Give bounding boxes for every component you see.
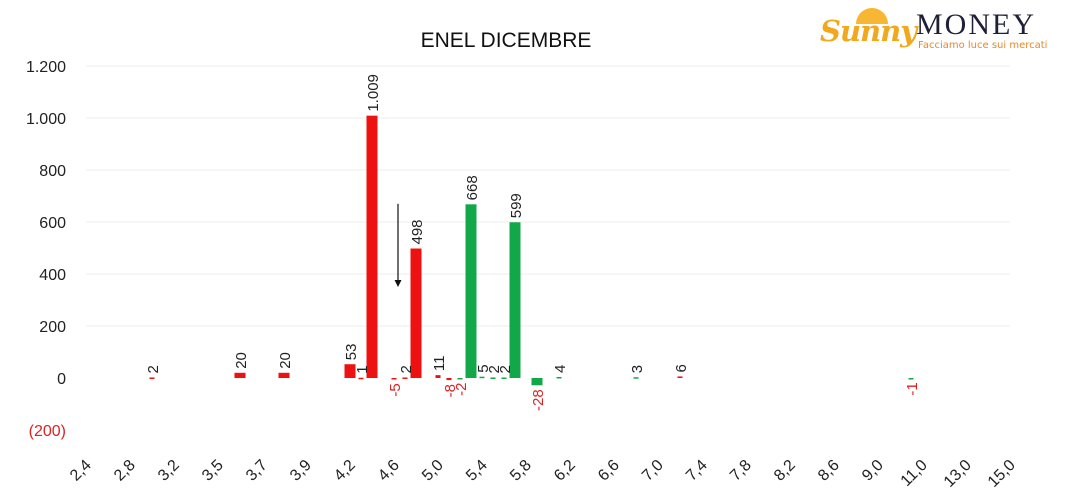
sunny-money-logo: Sunny MONEY Facciamo luce sui mercati <box>812 6 1057 54</box>
x-tick-label: 3,5 <box>199 457 227 485</box>
bar <box>234 372 246 378</box>
x-tick-label: 7,8 <box>727 457 755 485</box>
logo-word-money: MONEY <box>916 8 1036 41</box>
bar <box>633 377 639 379</box>
x-tick-label: 4,6 <box>375 457 403 485</box>
logo-word-sunny: Sunny <box>820 14 917 48</box>
x-tick-label: 2,4 <box>67 457 95 485</box>
bar <box>358 377 364 380</box>
data-label: 2 <box>398 365 415 373</box>
x-tick-label: 5,8 <box>507 457 535 485</box>
y-tick-label: 1.200 <box>26 59 66 76</box>
data-label: 2 <box>497 365 514 373</box>
x-tick-label: 4,2 <box>331 457 359 485</box>
bar <box>908 378 914 380</box>
data-label: 53 <box>343 344 360 361</box>
x-tick-label: 3,9 <box>287 457 315 485</box>
bar <box>366 115 378 378</box>
data-label: 2 <box>486 365 503 373</box>
x-tick-label: 11,0 <box>898 457 931 490</box>
bar <box>410 248 422 378</box>
arrow-head <box>394 280 402 287</box>
data-label: 3 <box>629 365 646 373</box>
data-label: 668 <box>464 175 481 200</box>
x-axis: 2,4 2,8 3,2 3,5 3,7 3,9 4,2 4,6 5,0 5,4 5,8 6,2 6,6 7… <box>67 457 1019 491</box>
data-label: 4 <box>552 365 569 373</box>
y-tick-label: 600 <box>39 215 66 232</box>
y-axis: 1.200 1.000 800 600 400 200 0 (200) <box>26 59 66 440</box>
x-tick-label: 7,0 <box>639 457 667 485</box>
data-label: 20 <box>233 352 250 369</box>
bar <box>344 364 356 378</box>
data-label: 5 <box>475 364 492 372</box>
bar <box>278 372 290 378</box>
bar <box>479 376 485 379</box>
data-label: -1 <box>904 382 921 395</box>
sun-icon <box>856 8 888 24</box>
x-tick-label: 7,4 <box>683 457 711 485</box>
bar <box>446 378 452 381</box>
data-label: 6 <box>673 364 690 372</box>
bar <box>490 377 496 379</box>
bar <box>457 378 463 380</box>
data-label: -8 <box>442 384 459 397</box>
x-tick-label: 6,6 <box>595 457 623 485</box>
bar <box>435 375 441 378</box>
bar <box>465 204 477 378</box>
bar <box>501 377 507 379</box>
data-label: -5 <box>387 383 404 396</box>
bar <box>531 378 543 386</box>
data-label: 2 <box>145 365 162 373</box>
annotations <box>394 203 402 287</box>
x-tick-label: 2,8 <box>111 457 139 485</box>
x-tick-label: 3,2 <box>155 457 183 485</box>
bar-series <box>149 115 914 386</box>
y-tick-label: 400 <box>39 267 66 284</box>
x-tick-label: 3,7 <box>243 457 271 485</box>
x-tick-label: 9,0 <box>859 457 887 485</box>
x-tick-label: 8,6 <box>815 457 843 485</box>
y-tick-label: 200 <box>39 319 66 336</box>
x-tick-label: 13,0 <box>941 457 975 491</box>
x-tick-label: 8,2 <box>771 457 799 485</box>
bar <box>149 377 155 379</box>
x-tick-label: 5,4 <box>463 457 491 485</box>
data-label: 498 <box>409 219 426 244</box>
data-label: 20 <box>277 352 294 369</box>
x-tick-label: 6,2 <box>551 457 579 485</box>
data-label: 11 <box>431 356 448 372</box>
bar <box>556 376 562 379</box>
x-tick-label: 5,0 <box>419 457 447 485</box>
gridlines <box>86 65 1010 327</box>
data-label: 1 <box>354 365 371 373</box>
chart-title: ENEL DICEMBRE <box>421 29 592 52</box>
y-tick-label: 0 <box>57 371 66 388</box>
logo-tagline: Facciamo luce sui mercati <box>918 40 1048 51</box>
data-label: -2 <box>453 383 470 396</box>
bar <box>509 222 521 378</box>
data-label: -28 <box>530 389 547 411</box>
y-tick-label: (200) <box>29 423 66 440</box>
y-tick-label: 1.000 <box>26 111 66 128</box>
y-tick-label: 800 <box>39 163 66 180</box>
bar <box>402 377 408 379</box>
bar <box>391 378 397 380</box>
data-label: 1.009 <box>365 74 382 112</box>
bar <box>677 376 683 378</box>
x-tick-label: 15,0 <box>985 457 1019 491</box>
data-label: 599 <box>508 193 525 218</box>
